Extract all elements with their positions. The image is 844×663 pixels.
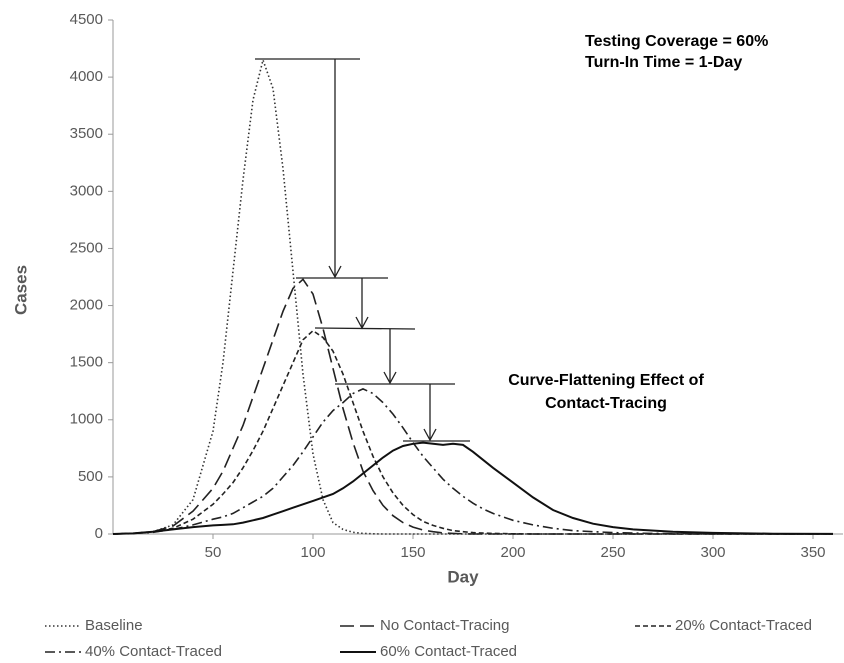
series-line (112, 329, 833, 535)
y-tick-label: 1500 (70, 354, 103, 371)
x-tick-label: 250 (600, 544, 625, 561)
x-tick-label: 50 (205, 544, 222, 561)
legend-label: Baseline (85, 617, 143, 634)
x-tick-label: 200 (500, 544, 525, 561)
legend-label: 20% Contact-Traced (675, 617, 812, 634)
series-line (112, 57, 833, 535)
x-tick-label: 350 (800, 544, 825, 561)
legend-label: 60% Contact-Traced (380, 643, 517, 660)
annotation: Curve-Flattening Effect of (508, 372, 704, 389)
legend-label: No Contact-Tracing (380, 617, 510, 634)
y-tick-label: 500 (78, 468, 103, 485)
legend-label: 40% Contact-Traced (85, 643, 222, 660)
annotation: Contact-Tracing (545, 395, 667, 412)
x-axis-label: Day (447, 567, 479, 586)
peak-markers (255, 58, 470, 442)
series-line (112, 278, 833, 535)
y-tick-label: 3500 (70, 125, 103, 142)
series-line (112, 388, 833, 535)
series-line (112, 441, 834, 535)
x-tick-label: 150 (400, 544, 425, 561)
y-tick-label: 3000 (70, 182, 103, 199)
x-tick-label: 300 (700, 544, 725, 561)
annotation: Turn-In Time = 1-Day (585, 54, 742, 71)
y-tick-label: 2000 (70, 297, 103, 314)
y-tick-label: 4500 (70, 11, 103, 28)
y-tick-label: 4000 (70, 68, 103, 85)
y-axis-label: Cases (11, 265, 30, 315)
y-tick-label: 0 (95, 525, 103, 542)
y-tick-label: 2500 (70, 239, 103, 256)
x-tick-label: 100 (300, 544, 325, 561)
annotation: Testing Coverage = 60% (585, 33, 768, 50)
y-tick-label: 1000 (70, 411, 103, 428)
